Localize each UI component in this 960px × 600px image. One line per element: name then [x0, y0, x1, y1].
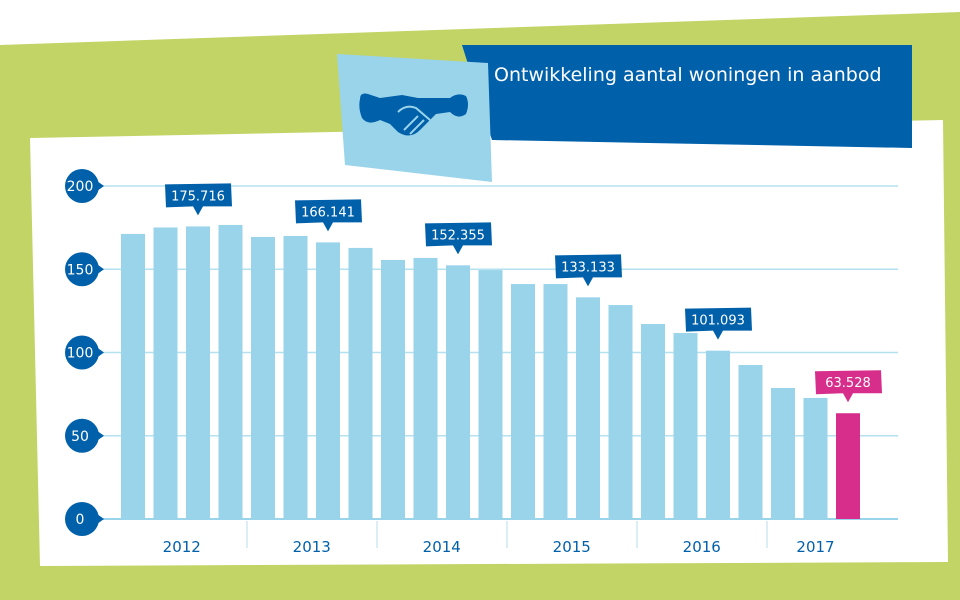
ytick-pointer: [97, 430, 104, 441]
data-label-callout: [555, 254, 622, 287]
bar: [381, 259, 405, 519]
bar: [706, 350, 730, 519]
bar: [511, 284, 535, 519]
bar: [543, 284, 568, 519]
bar: [771, 387, 795, 519]
ytick-bubble: [65, 169, 99, 203]
bar: [316, 242, 340, 519]
data-label-callout: [815, 370, 882, 403]
data-label: 133.133: [561, 260, 615, 275]
data-label: 152.355: [431, 228, 485, 243]
ytick-label: 150: [67, 262, 94, 278]
chart-title: Ontwikkeling aantal woningen in aanbod: [494, 64, 882, 86]
bar: [218, 224, 243, 519]
xtick-label: 2016: [683, 538, 721, 556]
ytick-pointer: [97, 347, 104, 358]
data-label: 101.093: [691, 314, 745, 329]
xtick-label: 2012: [163, 538, 201, 556]
ytick-label: 0: [76, 512, 85, 528]
ytick-label: 50: [71, 429, 89, 445]
bar: [608, 305, 633, 519]
data-label: 63.528: [825, 376, 871, 391]
bar: [251, 236, 275, 519]
bar: [641, 324, 665, 519]
bar: [673, 333, 698, 519]
xtick-label: 2014: [423, 538, 461, 556]
bar: [446, 265, 470, 519]
data-label-callout: [165, 183, 232, 216]
data-label-callout: [425, 222, 492, 255]
ytick-bubble: [65, 252, 99, 287]
ytick-bubble: [65, 502, 99, 536]
bar: [576, 297, 600, 519]
bar: [413, 257, 438, 519]
data-label-callout: [685, 307, 752, 340]
xtick-label: 2013: [293, 538, 331, 556]
data-label-callout: [295, 199, 362, 232]
ytick-label: 200: [67, 179, 94, 195]
bar: [478, 270, 503, 519]
bar: [186, 226, 210, 519]
ytick-pointer: [97, 514, 104, 524]
bar: [121, 233, 145, 519]
bar: [153, 227, 178, 519]
xtick-label: 2017: [796, 538, 834, 556]
ytick-bubble: [65, 418, 99, 453]
bar: [836, 413, 860, 519]
handshake-icon: [359, 93, 468, 136]
data-label: 166.141: [301, 205, 355, 220]
bar: [348, 247, 373, 520]
data-label: 175.716: [171, 189, 225, 204]
bar: [738, 364, 763, 519]
bar: [803, 397, 828, 519]
ytick-pointer: [97, 181, 104, 191]
ytick-label: 100: [67, 346, 94, 362]
ytick-bubble: [65, 335, 99, 370]
bar: [283, 235, 308, 519]
ytick-pointer: [97, 264, 104, 275]
xtick-label: 2015: [553, 538, 591, 556]
